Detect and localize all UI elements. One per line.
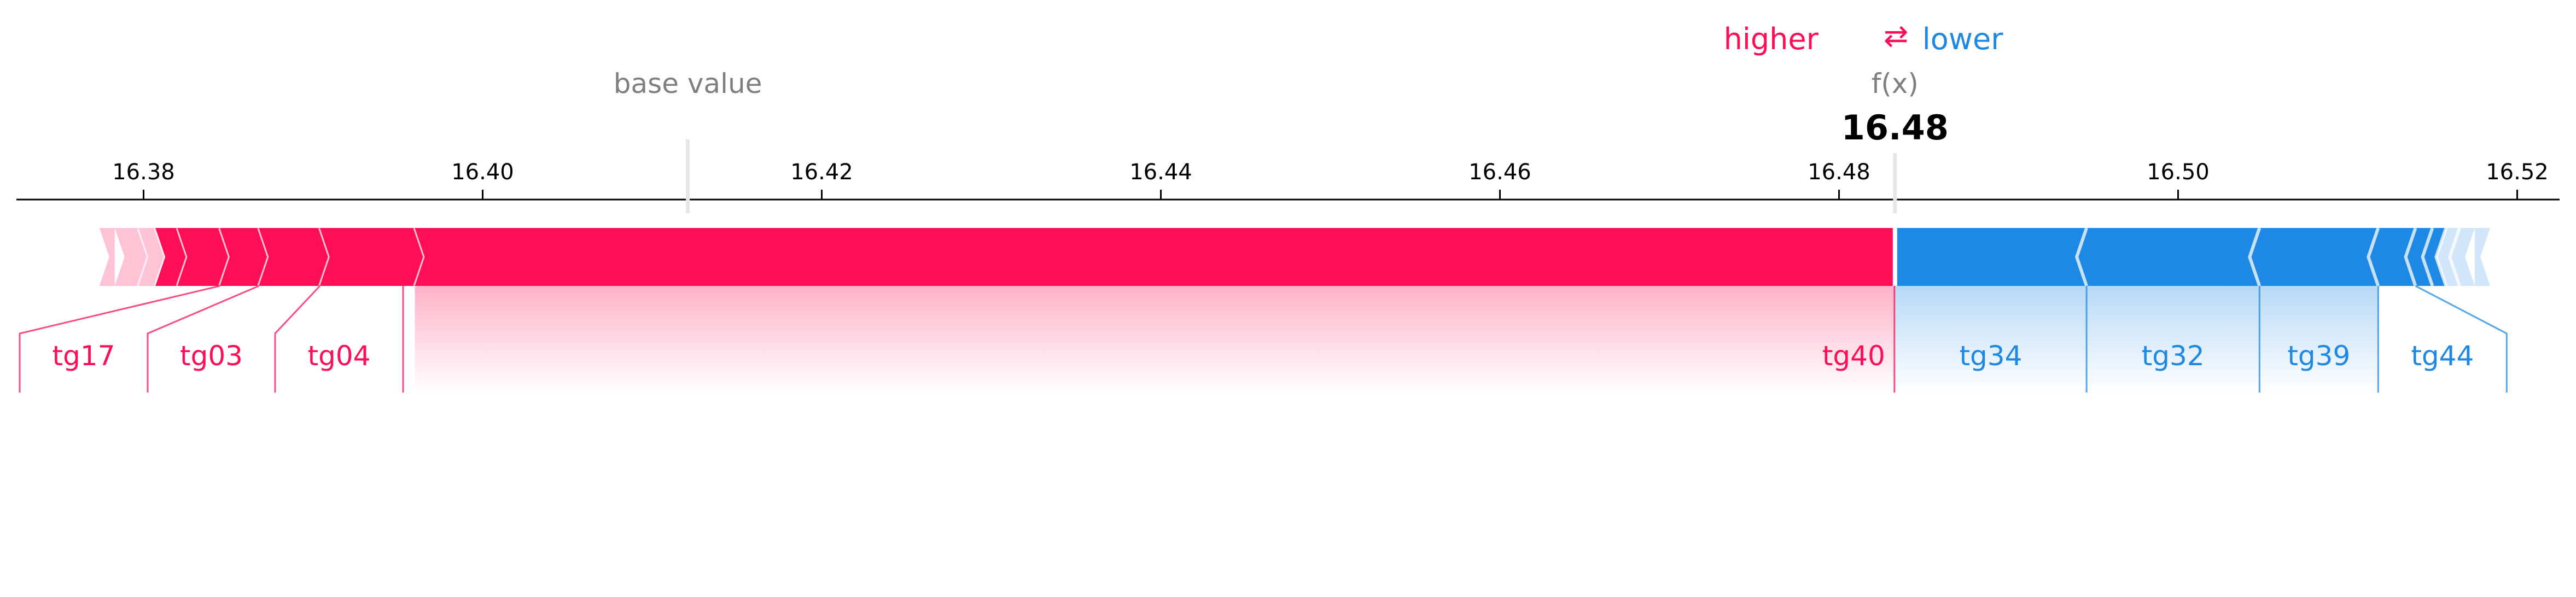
segment-separator — [2367, 227, 2380, 286]
negative-bar-segment — [2077, 228, 2260, 286]
feature-label-tg04: tg04 — [308, 340, 371, 372]
feature-label-tg44: tg44 — [2411, 340, 2474, 372]
feature-label-tg34: tg34 — [1959, 340, 2022, 372]
negative-bar-segment — [2249, 228, 2379, 286]
leader-line — [19, 285, 220, 393]
negative-gradient — [1895, 286, 2379, 393]
positive-bar-segment — [138, 228, 166, 286]
legend-higher-label: higher — [1724, 22, 1819, 56]
feature-label-tg40: tg40 — [1822, 340, 1885, 372]
legend-arrow-icon: ⇄ — [1884, 19, 1908, 53]
x-tick-label: 16.40 — [451, 160, 514, 185]
x-tick-label: 16.50 — [2147, 160, 2210, 185]
positive-bar-segment — [259, 228, 330, 286]
x-tick-label: 16.44 — [1129, 160, 1192, 185]
feature-label-tg39: tg39 — [2287, 340, 2350, 372]
feature-label-tg03: tg03 — [180, 340, 243, 372]
feature-label-tg17: tg17 — [53, 340, 115, 372]
x-tick-label: 16.38 — [112, 160, 175, 185]
segment-separator — [2447, 227, 2461, 286]
x-tick-label: 16.42 — [790, 160, 853, 185]
fx-value: 16.48 — [1841, 108, 1949, 148]
x-tick-label: 16.46 — [1468, 160, 1531, 185]
fx-label: f(x) — [1872, 68, 1919, 99]
leader-line — [2415, 285, 2508, 393]
negative-bar-segment — [2405, 228, 2433, 286]
leader-line — [147, 285, 259, 393]
negative-bar-segment — [2368, 228, 2416, 286]
segment-separator — [2248, 227, 2262, 286]
legend-lower-label: lower — [1922, 22, 2003, 56]
positive-bar-segment — [177, 228, 230, 286]
positive-bar-segment — [415, 228, 1895, 286]
segment-separator — [2434, 227, 2448, 286]
base-value-label: base value — [614, 68, 762, 99]
positive-bar-segment — [220, 228, 269, 286]
negative-bar-cap — [2475, 228, 2490, 286]
segment-separator — [2421, 227, 2434, 286]
x-tick-label: 16.52 — [2486, 160, 2549, 185]
segment-separator — [2404, 227, 2417, 286]
segment-separator — [2074, 227, 2088, 286]
positive-bar-segment — [155, 228, 188, 286]
positive-gradient — [415, 286, 1895, 393]
negative-bar-segment — [1895, 228, 2087, 286]
leader-line — [274, 285, 320, 393]
feature-label-tg32: tg32 — [2142, 340, 2205, 372]
positive-bar-cap — [99, 228, 115, 286]
positive-bar-segment — [114, 228, 149, 286]
x-tick-label: 16.48 — [1808, 160, 1870, 185]
positive-bar-segment — [319, 228, 425, 286]
